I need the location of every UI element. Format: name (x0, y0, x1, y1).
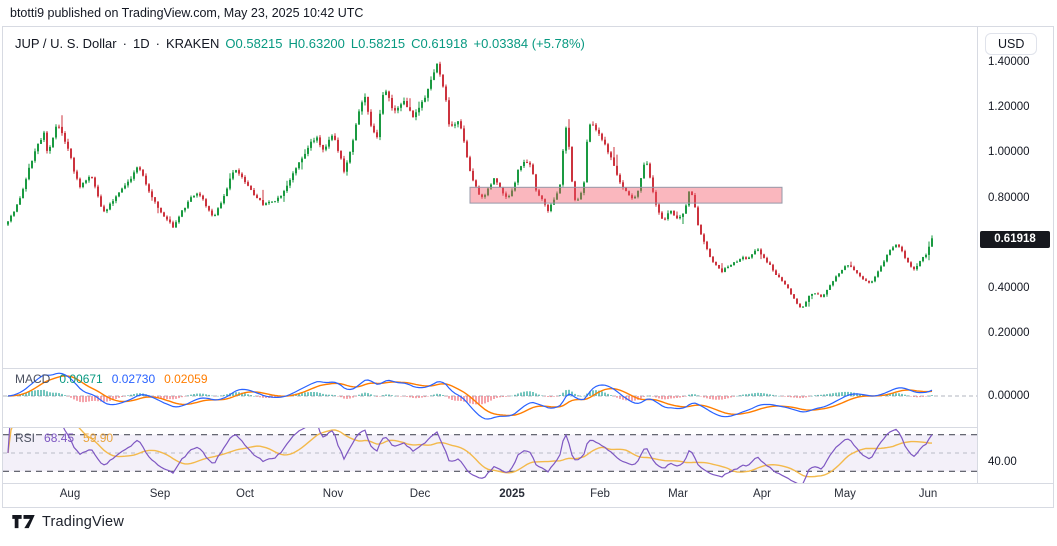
price-tick: 0.20000 (988, 327, 1030, 339)
rsi-legend[interactable]: RSI 68.45 59.90 (15, 431, 113, 445)
chart-canvas[interactable] (3, 27, 977, 484)
last-price-badge: 0.61918 (980, 231, 1050, 248)
footer-brand: TradingView (12, 514, 124, 530)
rsi-timeaxis-separator (3, 483, 1053, 484)
macd-signal-value: 0.02059 (164, 372, 208, 386)
time-axis-label-apr: Apr (753, 488, 771, 500)
change-label: +0.03384 (+5.78%) (473, 36, 585, 51)
currency-button[interactable]: USD (985, 33, 1038, 55)
ohlc-low: L0.58215 (350, 36, 406, 51)
rsi-label: RSI (15, 431, 36, 445)
symbol-legend[interactable]: JUP / U. S. Dollar · 1D · KRAKEN O0.5821… (15, 36, 585, 51)
time-axis-label-oct: Oct (236, 488, 254, 500)
legend-sep: · (122, 36, 127, 51)
macd-zero-tick: 0.00000 (988, 390, 1030, 402)
time-axis-label-sep: Sep (149, 488, 171, 500)
time-axis-label-dec: Dec (409, 488, 431, 500)
rsi-level-tick: 40.00 (988, 456, 1017, 468)
rsi-line (7, 428, 933, 483)
price-tick: 1.20000 (988, 101, 1030, 113)
price-tick: 0.40000 (988, 282, 1030, 294)
macd-label: MACD (15, 372, 51, 386)
price-tick: 0.80000 (988, 192, 1030, 204)
macd-panel (3, 372, 977, 420)
time-axis[interactable]: Aug Sep Oct Nov Dec 2025 Feb Mar Apr May Jun (3, 484, 1053, 507)
legend-sep: · (155, 36, 160, 51)
price-tick: 1.40000 (988, 56, 1030, 68)
time-axis-label-aug: Aug (59, 488, 81, 500)
ohlc-close: C0.61918 (411, 36, 468, 51)
time-axis-label-2025: 2025 (499, 488, 525, 500)
tradingview-logo-icon (12, 515, 35, 529)
price-tick: 1.00000 (988, 146, 1030, 158)
macd-legend[interactable]: MACD 0.00671 0.02730 0.02059 (15, 372, 208, 386)
time-axis-label-mar: Mar (668, 488, 688, 500)
rsi-ma-line (7, 428, 933, 478)
macd-histogram-value: 0.00671 (59, 372, 103, 386)
interval-label: 1D (132, 36, 150, 51)
rsi-ma-value: 59.90 (83, 431, 114, 445)
candles-layer (7, 61, 933, 308)
attribution-text: btotti9 published on TradingView.com, Ma… (10, 6, 364, 20)
time-axis-label-nov: Nov (322, 488, 344, 500)
ohlc-open: O0.58215 (225, 36, 283, 51)
symbol-title: JUP / U. S. Dollar (15, 36, 117, 51)
exchange-label: KRAKEN (165, 36, 220, 51)
time-axis-label-may: May (834, 488, 856, 500)
chart-widget: JUP / U. S. Dollar · 1D · KRAKEN O0.5821… (2, 26, 1054, 508)
price-axis[interactable]: USD 1.40000 1.20000 1.00000 0.80000 0.40000 0… (977, 27, 1053, 483)
supply-zone-rectangle[interactable] (469, 186, 783, 204)
ohlc-high: H0.63200 (288, 36, 345, 51)
rsi-panel (3, 428, 977, 483)
brand-name: TradingView (42, 514, 124, 530)
macd-rsi-separator[interactable] (3, 427, 1053, 428)
main-macd-separator[interactable] (3, 368, 1053, 369)
time-axis-label-jun: Jun (918, 488, 938, 500)
macd-line (7, 372, 933, 420)
time-axis-label-feb: Feb (590, 488, 610, 500)
rsi-value: 68.45 (44, 431, 75, 445)
macd-line-value: 0.02730 (111, 372, 156, 386)
